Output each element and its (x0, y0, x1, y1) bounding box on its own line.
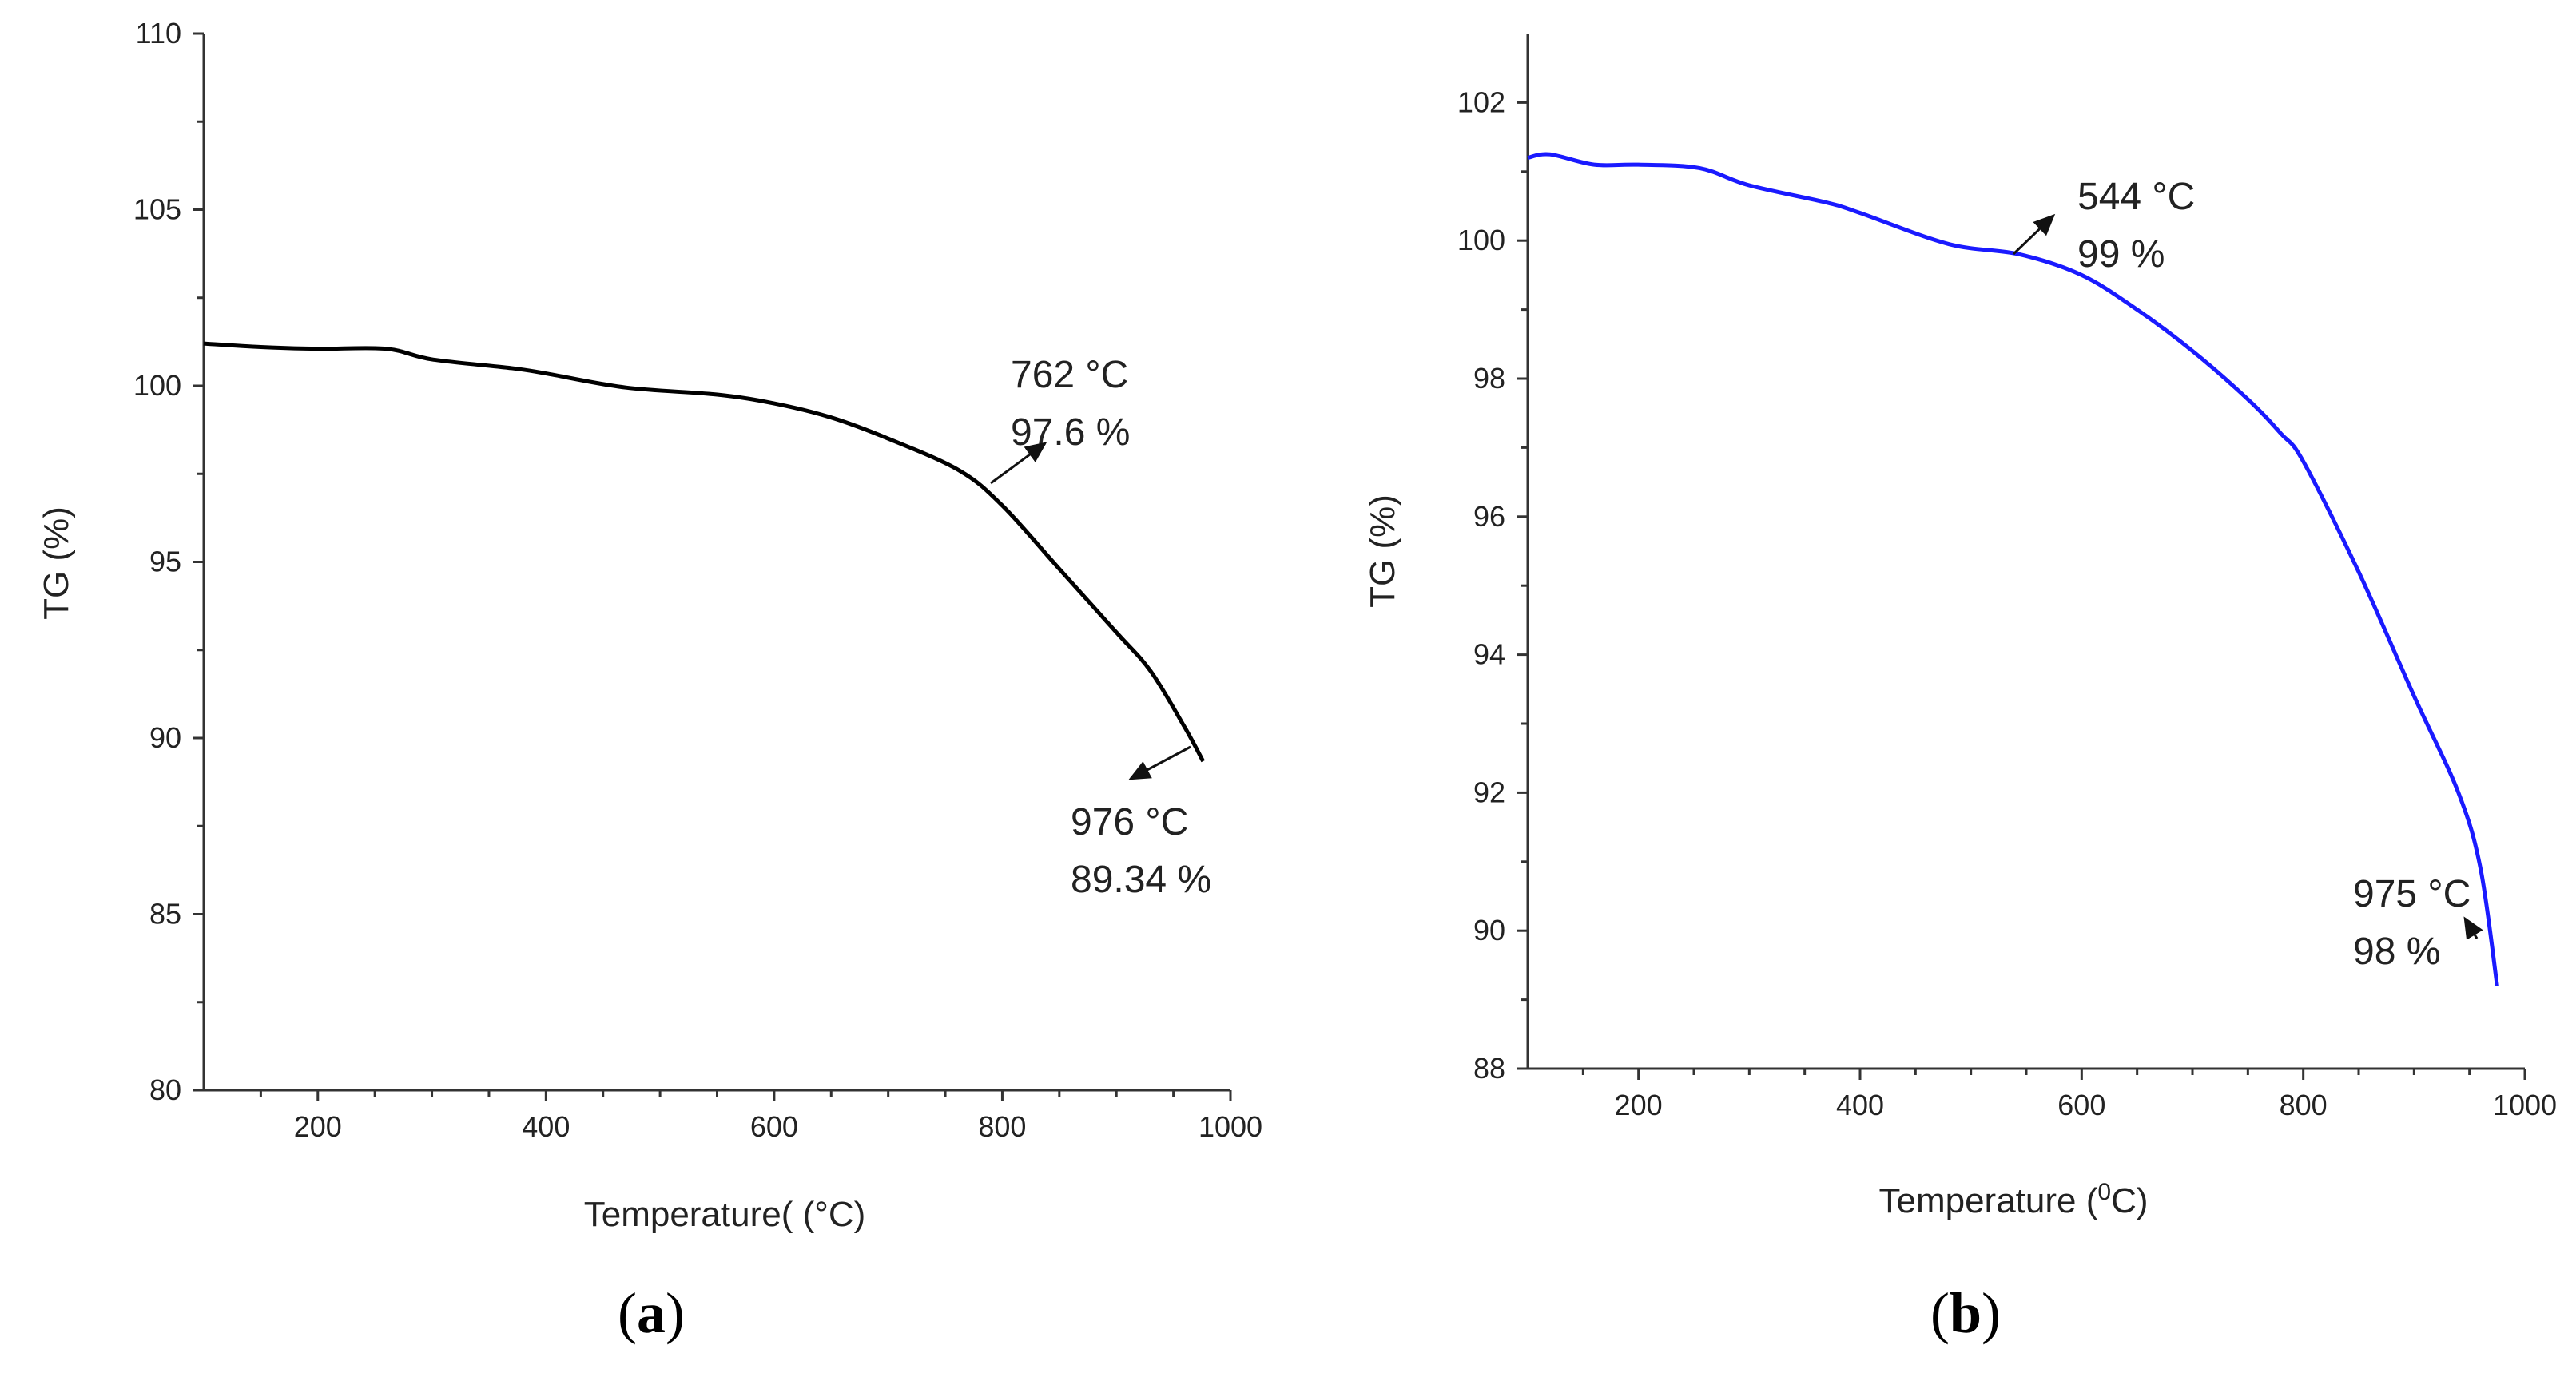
x-tick-label: 400 (1836, 1089, 1884, 1121)
y-tick-label: 88 (1473, 1052, 1505, 1085)
x-tick-label: 800 (978, 1110, 1026, 1143)
annotation-mass-percent: 98 % (2353, 931, 2440, 973)
x-tick-label: 200 (1615, 1089, 1663, 1121)
y-tick-label: 96 (1473, 500, 1505, 533)
y-tick-label: 95 (149, 546, 181, 578)
annotation-mass-percent: 99 % (2077, 233, 2165, 276)
panel-b-y-axis-label: TG (%) (1363, 494, 1402, 608)
panel-b-ticks: 88 90 92 94 96 98 100 102 200 400 600 800 1000 (1457, 85, 2557, 1121)
y-tick-label: 100 (133, 369, 181, 402)
pb-tg-series-line (1527, 152, 2499, 986)
y-tick-label: 100 (1457, 224, 1505, 256)
x-tick-label: 600 (750, 1110, 798, 1143)
pa-tg-series-line (203, 341, 1205, 763)
panel-b-caption: (b) (1930, 1281, 2001, 1345)
panel-a-x-axis-label: Temperature( (°C) (584, 1195, 866, 1234)
y-tick-label: 90 (149, 721, 181, 754)
annotation-temperature: 544 °C (2077, 176, 2195, 218)
y-tick-label: 98 (1473, 362, 1505, 395)
y-tick-label: 94 (1473, 638, 1505, 671)
panel-b-annotations: 544 °C 99 % 975 °C 98 % (2012, 176, 2483, 973)
panel-a-series (203, 341, 1205, 763)
panel-b-series (1527, 152, 2499, 986)
x-tick-label: 800 (2280, 1089, 2328, 1121)
annotation-arrow (1128, 745, 1191, 780)
y-tick-label: 90 (1473, 914, 1505, 946)
y-tick-label: 105 (133, 193, 181, 226)
x-tick-label: 1000 (2493, 1089, 2557, 1121)
panel-a-ticks: 80 85 90 95 100 105 110 200 400 600 800 1000 (133, 17, 1262, 1143)
y-tick-label: 85 (149, 898, 181, 931)
annotation-arrow (2012, 213, 2056, 256)
panel-b-chart: 88 90 92 94 96 98 100 102 200 400 600 800 1000 544 °… (1363, 34, 2557, 1345)
panel-a-chart: 80 85 90 95 100 105 110 200 400 600 800 1000 762 °C… (37, 17, 1262, 1345)
x-tick-label: 600 (2057, 1089, 2105, 1121)
y-tick-label: 110 (136, 17, 181, 50)
y-tick-label: 80 (149, 1073, 181, 1106)
panel-a-y-axis-label: TG (%) (37, 506, 76, 620)
x-tick-label: 200 (294, 1110, 342, 1143)
panel-a-annotations: 762 °C 97.6 % 976 °C 89.34 % (990, 354, 1211, 901)
panel-a-axes (202, 34, 1230, 1092)
annotation-mass-percent: 89.34 % (1071, 859, 1211, 901)
annotation-temperature: 762 °C (1011, 354, 1128, 396)
panel-b-x-axis-label: Temperature (0C) (1878, 1179, 2148, 1221)
x-tick-label: 1000 (1199, 1110, 1262, 1143)
annotation-temperature: 976 °C (1071, 801, 1188, 843)
y-tick-label: 92 (1473, 776, 1505, 808)
annotation-mass-percent: 97.6 % (1011, 411, 1130, 454)
annotation-arrow (2463, 916, 2483, 940)
annotation-arrow (990, 442, 1047, 485)
annotation-temperature: 975 °C (2353, 873, 2471, 915)
panel-a-caption: (a) (618, 1281, 685, 1345)
x-tick-label: 400 (522, 1110, 570, 1143)
y-tick-label: 102 (1457, 85, 1505, 118)
